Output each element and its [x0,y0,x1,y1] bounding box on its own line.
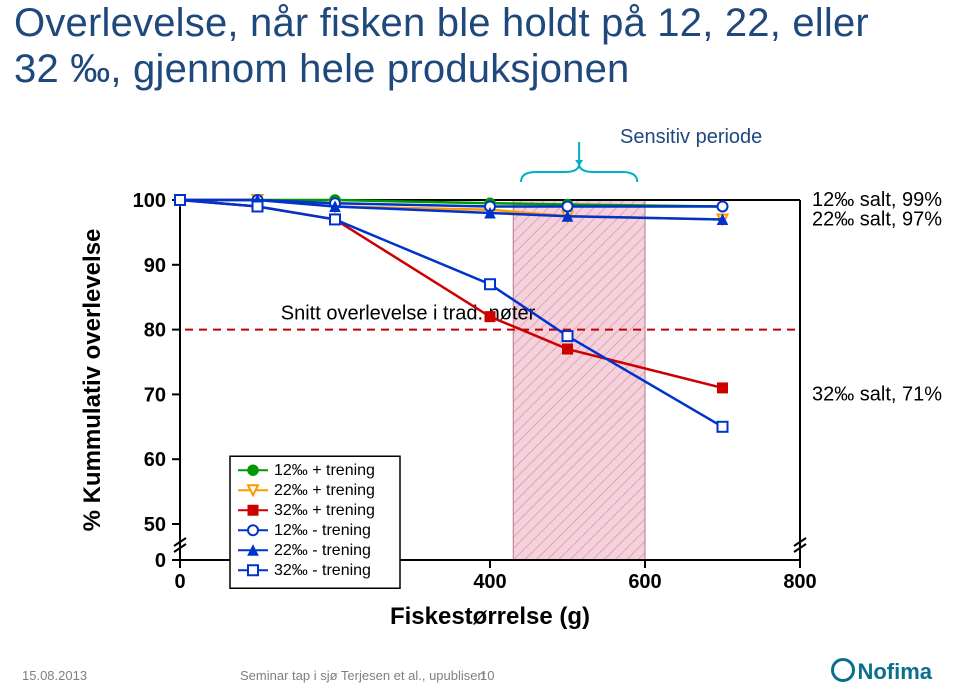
survival-chart: 020040060080005060708090100Snitt overlev… [40,150,920,640]
svg-text:22‰ - trening: 22‰ - trening [274,542,371,559]
svg-text:0: 0 [174,571,185,593]
svg-text:70: 70 [144,384,166,406]
svg-text:22‰ salt, 97%: 22‰ salt, 97% [812,208,942,230]
svg-text:50: 50 [144,514,166,536]
svg-text:60: 60 [144,449,166,471]
svg-text:400: 400 [473,571,506,593]
svg-text:32‰ - trening: 32‰ - trening [274,562,371,579]
logo-circle-icon [831,658,855,682]
svg-text:600: 600 [628,571,661,593]
nofima-logo: Nofima [831,658,932,685]
svg-text:12‰ + trening: 12‰ + trening [274,462,375,479]
slide-title: Overlevelse, når fisken ble holdt på 12,… [14,0,869,92]
footer-date: 15.08.2013 [22,668,87,683]
svg-text:32‰ + trening: 32‰ + trening [274,502,375,519]
footer-page-number: 10 [480,668,494,683]
svg-text:32‰ salt, 71%: 32‰ salt, 71% [812,383,942,405]
sensitive-period-label: Sensitiv periode [620,126,762,149]
svg-text:90: 90 [144,255,166,277]
svg-text:0: 0 [155,550,166,572]
svg-text:80: 80 [144,320,166,342]
slide-root: Overlevelse, når fisken ble holdt på 12,… [0,0,960,699]
logo-text: Nofima [857,659,932,684]
title-line2: 32 ‰, gjennom hele produksjonen [14,47,630,91]
svg-text:12‰ - trening: 12‰ - trening [274,522,371,539]
svg-text:Fiskestørrelse (g): Fiskestørrelse (g) [390,603,590,630]
svg-text:Snitt overlevelse i trad. nøte: Snitt overlevelse i trad. nøter [281,303,536,325]
title-line1: Overlevelse, når fisken ble holdt på 12,… [14,1,869,45]
footer-source: Seminar tap i sjø Terjesen et al., upubl… [240,668,485,683]
chart-area: 020040060080005060708090100Snitt overlev… [40,150,920,640]
svg-text:100: 100 [133,190,166,212]
svg-text:22‰ + trening: 22‰ + trening [274,482,375,499]
svg-text:800: 800 [783,571,816,593]
svg-text:% Kummulativ overlevelse: % Kummulativ overlevelse [79,229,106,532]
